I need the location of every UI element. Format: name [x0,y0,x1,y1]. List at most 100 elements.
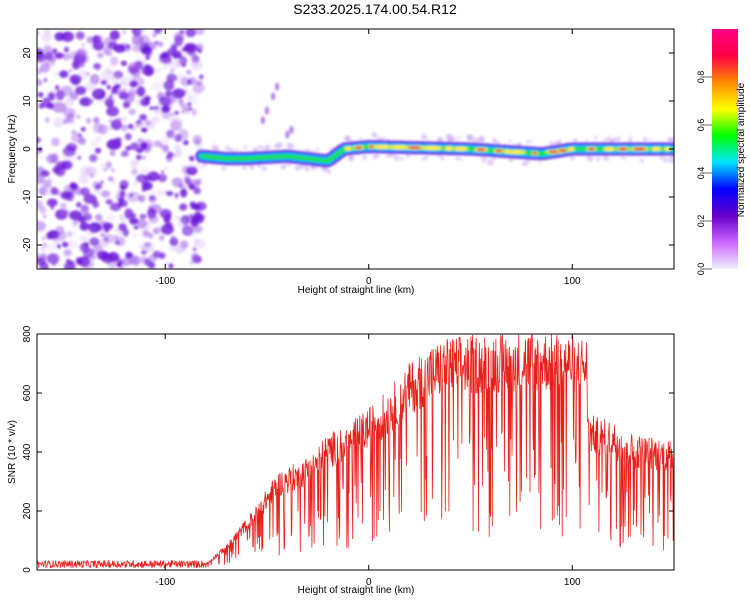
noise-blob [55,52,64,59]
noise-blob [182,89,187,94]
noise-blob [62,120,68,125]
noise-blob [149,140,157,148]
noise-blob [133,225,139,230]
noise-blob [85,117,92,124]
noise-blob [135,154,142,161]
track-halo [458,136,461,140]
noise-blob [149,106,155,111]
noise-blob [92,200,100,208]
noise-blob [189,261,194,265]
track-hotspot [422,145,443,151]
noise-blob [181,63,186,68]
colorbar-tick-label: 0.6 [696,119,706,132]
noise-blob [108,118,113,124]
noise-blob [120,215,127,224]
noise-blob [161,135,170,145]
noise-blob [187,79,192,85]
track-halo [288,147,292,151]
noise-blob [128,108,136,116]
noise-blob [170,71,175,75]
track-halo [313,149,316,153]
noise-blob [100,233,106,238]
track-hotspot [389,145,409,150]
noise-blob [41,97,51,109]
noise-blob [96,250,109,260]
noise-blob [40,155,45,160]
noise-blob [191,252,199,262]
noise-blob [184,139,189,146]
noise-blob [163,166,169,170]
noise-blob [191,158,195,162]
noise-blob [60,191,71,200]
noise-blob [88,101,94,106]
y-tick-label: -10 [22,189,33,204]
noise-blob [80,126,86,132]
noise-blob [93,184,104,196]
colorbar-tick-label: 0.2 [696,215,706,228]
track-streak [271,92,276,101]
track-halo [322,166,328,173]
noise-blob [151,116,160,124]
track-halo [537,160,542,164]
noise-blob [37,136,42,144]
noise-blob [136,119,142,124]
noise-blob [144,258,152,267]
y-tick-label: 10 [22,95,33,107]
noise-blob [141,181,149,190]
noise-blob [63,46,69,53]
noise-blob [159,53,166,60]
noise-blob [40,264,46,268]
noise-blob [168,45,182,57]
noise-blob [152,227,161,235]
noise-blob [113,44,126,53]
noise-blob [109,94,113,99]
snr-series-line [37,334,674,569]
noise-blob [145,55,150,60]
noise-blob [60,202,67,210]
noise-blob [38,186,47,196]
track-halo [587,156,594,162]
chart-title: S233.2025.174.00.54.R12 [293,1,457,17]
noise-blob [111,168,116,172]
noise-blob [66,231,73,237]
x-tick-label: 0 [366,577,372,588]
track-hotspot-core [354,146,363,149]
noise-blob [41,247,45,251]
noise-blob [170,235,176,241]
noise-blob [148,214,159,224]
track-halo [282,164,287,169]
y-tick-label: 0 [22,146,33,152]
track-hotspot-core [476,148,486,152]
noise-blob [148,232,154,239]
track-halo [393,155,400,161]
track-halo [607,135,611,140]
noise-blob [105,199,113,205]
noise-blob [184,107,191,113]
noise-blob [100,79,108,85]
track-halo [440,156,445,161]
noise-blob [56,231,67,241]
noise-blob [136,148,144,154]
noise-blob [124,208,134,220]
noise-blob [129,158,140,166]
noise-blob [46,177,53,184]
noise-blob [117,201,124,207]
track-halo [663,157,669,163]
noise-blob [89,237,100,246]
noise-blob [179,188,188,198]
track-hotspot [664,146,671,152]
track-hotspot-core [532,151,537,155]
noise-blob [179,203,188,211]
noise-blob [185,92,190,97]
noise-blob [57,244,61,249]
noise-blob [68,69,73,73]
noise-blob [50,206,54,210]
track-halo [249,164,255,170]
noise-blob [174,110,180,115]
noise-blob [99,220,105,225]
noise-blob [198,74,204,80]
noise-blob [89,154,98,163]
noise-blob [62,53,70,61]
noise-blob [92,122,103,134]
noise-blob [136,218,148,229]
